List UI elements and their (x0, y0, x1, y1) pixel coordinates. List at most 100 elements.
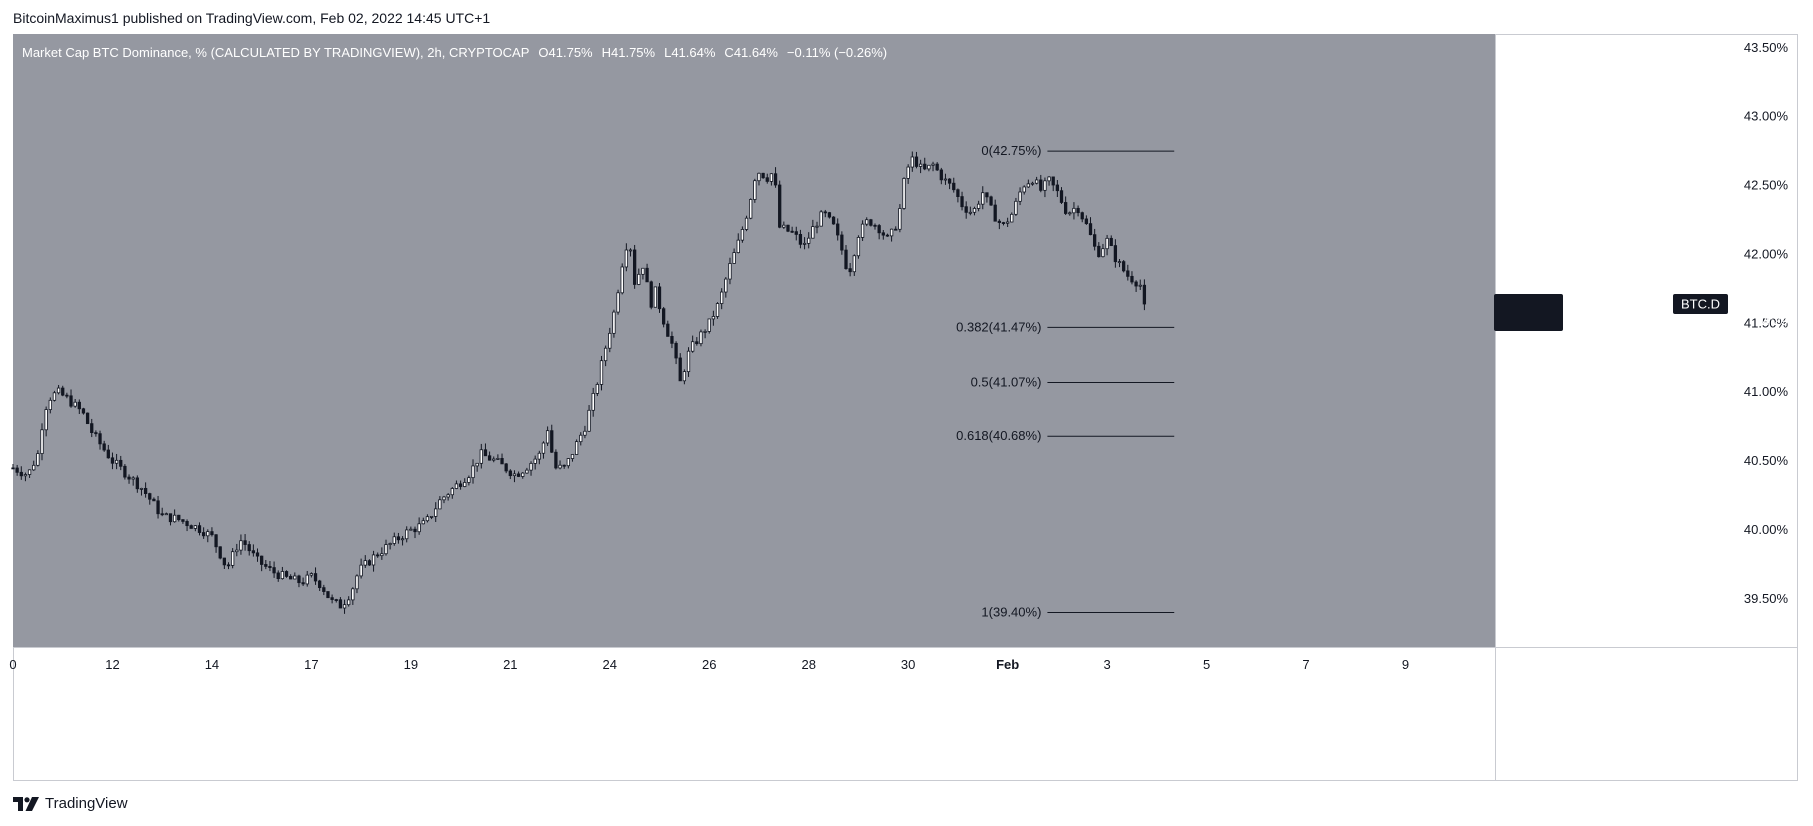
candle-body (425, 516, 430, 522)
candle-body (326, 591, 330, 599)
candle-body (562, 464, 566, 467)
candle-body (798, 234, 803, 245)
symbol-tag-label: BTC.D (1681, 296, 1720, 311)
legend-open-label: O (538, 45, 549, 60)
bar-countdown: 14:29 (1755, 313, 1788, 328)
candle-body (786, 224, 790, 232)
candle-body (823, 211, 827, 214)
candle-body (1034, 179, 1039, 184)
candle-body (268, 566, 272, 568)
candle-body (492, 458, 496, 461)
candle-body (351, 588, 355, 601)
legend-close: 41.64% (733, 45, 778, 60)
candle-body (939, 169, 943, 181)
candle-body (193, 525, 197, 529)
candle-body (591, 393, 595, 411)
candle-body (707, 318, 711, 332)
tradingview-logo[interactable]: TradingView (13, 795, 128, 812)
candle-body (641, 267, 645, 275)
candle-body (392, 536, 396, 544)
candle-body (860, 223, 865, 238)
y-tick-label: 41.50% (1744, 315, 1789, 330)
candle-body (608, 332, 612, 349)
candle-body (981, 192, 985, 205)
candle-body (1126, 270, 1130, 277)
symbol-tag[interactable] (1673, 293, 1728, 314)
candle-body (367, 560, 372, 566)
candle-body (682, 371, 687, 382)
candle-body (338, 599, 343, 609)
candle-body (1005, 221, 1010, 224)
candle-body (496, 458, 500, 460)
candle-body (960, 196, 964, 208)
candle-body (877, 225, 881, 234)
y-tick-label: 40.50% (1744, 453, 1789, 468)
candle-body (720, 291, 724, 304)
candle-body (599, 360, 604, 385)
y-tick-label: 39.50% (1744, 591, 1789, 606)
candle-body (695, 341, 699, 345)
candle-body (27, 469, 32, 475)
candle-body (152, 498, 156, 502)
candle-body (699, 331, 703, 345)
fib-level-label: 1(39.40%) (981, 605, 1041, 620)
x-tick-label: 30 (901, 657, 915, 672)
candle-body (914, 156, 919, 167)
candle-body (52, 392, 57, 401)
candle-body (19, 471, 23, 477)
chart-legend: Market Cap BTC Dominance, % (CALCULATED … (22, 45, 887, 60)
candle-body (376, 554, 380, 557)
candle-body (649, 281, 653, 308)
candle-body (330, 597, 334, 600)
candle-body (297, 575, 301, 584)
candle-body (255, 552, 260, 557)
plot-area[interactable] (13, 34, 1495, 647)
candle-body (1138, 284, 1142, 287)
candle-body (662, 308, 666, 325)
candle-body (210, 531, 214, 536)
candle-body (446, 494, 450, 498)
fib-level-label: 0.618(40.68%) (956, 428, 1041, 443)
y-tick-label: 40.00% (1744, 522, 1789, 537)
candle-body (885, 234, 890, 237)
candle-body (500, 458, 504, 465)
candle-body (807, 237, 811, 244)
candle-body (952, 182, 956, 191)
candle-body (616, 292, 620, 313)
candle-body (976, 203, 981, 209)
candle-body (218, 546, 222, 559)
candle-body (703, 331, 707, 333)
candle-body (1051, 176, 1055, 186)
candle-body (740, 229, 745, 241)
candle-body (305, 574, 309, 585)
candle-body (467, 477, 471, 483)
candle-body (761, 172, 765, 179)
candle-body (732, 252, 736, 264)
candle-body (483, 449, 488, 457)
candle-body (56, 387, 61, 394)
candle-body (102, 443, 106, 451)
candle-body (848, 268, 852, 273)
candle-body (1117, 261, 1122, 264)
candle-body (1010, 213, 1014, 223)
candle-body (516, 473, 521, 477)
candle-body (972, 208, 977, 213)
last-price-badge[interactable] (1494, 293, 1563, 331)
candle-body (964, 206, 968, 213)
candle-body (686, 350, 691, 373)
candle-body (172, 514, 177, 523)
candle-body (276, 572, 280, 580)
candle-body (545, 430, 550, 444)
candle-body (85, 412, 90, 425)
candle-body (36, 453, 40, 466)
candle-body (550, 430, 554, 453)
candle-body (148, 493, 152, 500)
candle-body (869, 219, 873, 226)
candle-body (1014, 200, 1018, 215)
candle-body (413, 528, 417, 533)
x-tick-label: 28 (801, 657, 815, 672)
candle-body (334, 599, 338, 601)
candle-body (222, 557, 227, 566)
candle-body (757, 172, 761, 182)
